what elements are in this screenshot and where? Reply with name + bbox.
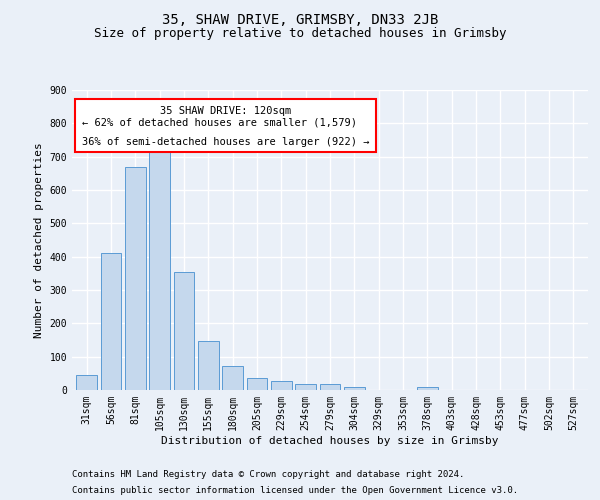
Bar — [76, 374, 97, 390]
Y-axis label: Number of detached properties: Number of detached properties — [34, 142, 44, 338]
Bar — [125, 166, 146, 390]
Bar — [222, 366, 243, 390]
Bar — [247, 378, 268, 390]
Bar — [149, 140, 170, 390]
Bar — [320, 384, 340, 390]
Bar — [417, 387, 438, 390]
Text: Contains HM Land Registry data © Crown copyright and database right 2024.: Contains HM Land Registry data © Crown c… — [72, 470, 464, 479]
Text: 36% of semi-detached houses are larger (922) →: 36% of semi-detached houses are larger (… — [82, 137, 370, 147]
Text: Contains public sector information licensed under the Open Government Licence v3: Contains public sector information licen… — [72, 486, 518, 495]
Bar — [173, 272, 194, 390]
Text: Size of property relative to detached houses in Grimsby: Size of property relative to detached ho… — [94, 28, 506, 40]
Text: 35 SHAW DRIVE: 120sqm: 35 SHAW DRIVE: 120sqm — [160, 106, 291, 117]
Bar — [271, 380, 292, 390]
X-axis label: Distribution of detached houses by size in Grimsby: Distribution of detached houses by size … — [161, 436, 499, 446]
Text: 35, SHAW DRIVE, GRIMSBY, DN33 2JB: 35, SHAW DRIVE, GRIMSBY, DN33 2JB — [162, 12, 438, 26]
Bar — [198, 340, 218, 390]
Bar — [101, 254, 121, 390]
Bar — [344, 387, 365, 390]
Text: ← 62% of detached houses are smaller (1,579): ← 62% of detached houses are smaller (1,… — [82, 118, 358, 128]
FancyBboxPatch shape — [74, 99, 376, 152]
Bar — [295, 384, 316, 390]
